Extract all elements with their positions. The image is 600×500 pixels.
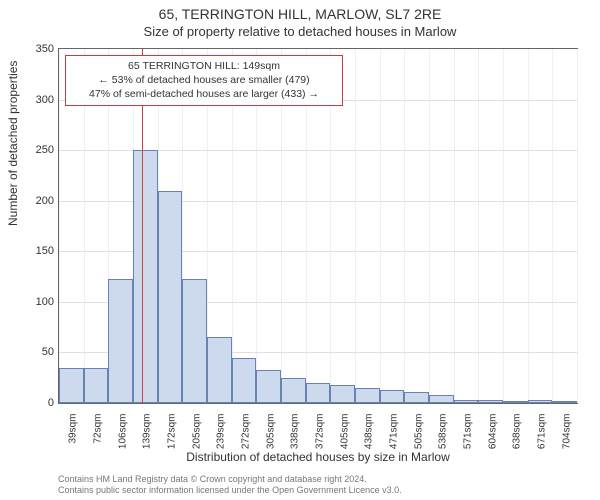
x-tick-label: 239sqm [216, 414, 227, 464]
annotation-line: ← 53% of detached houses are smaller (47… [72, 73, 336, 87]
x-tick-label: 604sqm [487, 414, 498, 464]
x-tick-label: 72sqm [93, 414, 104, 464]
bar [207, 337, 232, 403]
grid-v [577, 49, 578, 403]
bar [478, 400, 503, 403]
x-tick-label: 172sqm [167, 414, 178, 464]
y-tick-label: 100 [14, 296, 54, 308]
title-main: 65, TERRINGTON HILL, MARLOW, SL7 2RE [0, 6, 600, 22]
title-block: 65, TERRINGTON HILL, MARLOW, SL7 2RE Siz… [0, 0, 600, 39]
x-tick-label: 272sqm [241, 414, 252, 464]
bar [330, 385, 355, 403]
y-tick-label: 300 [14, 94, 54, 106]
bar [503, 401, 528, 403]
grid-v [59, 49, 60, 403]
x-tick-label: 638sqm [512, 414, 523, 464]
bar [281, 378, 306, 403]
bar [232, 358, 257, 404]
bar [133, 150, 158, 403]
bar [404, 392, 429, 403]
y-tick-label: 150 [14, 245, 54, 257]
x-tick-label: 372sqm [315, 414, 326, 464]
annotation-line: 47% of semi-detached houses are larger (… [72, 87, 336, 101]
x-tick-label: 438sqm [364, 414, 375, 464]
footnote-line1: Contains HM Land Registry data © Crown c… [58, 474, 402, 485]
y-tick-label: 200 [14, 195, 54, 207]
bar [528, 400, 553, 403]
bar [108, 279, 133, 403]
bar [552, 401, 577, 403]
annotation-line: 65 TERRINGTON HILL: 149sqm [72, 59, 336, 73]
x-tick-label: 338sqm [290, 414, 301, 464]
x-tick-label: 571sqm [463, 414, 474, 464]
grid-v [404, 49, 405, 403]
y-tick-label: 50 [14, 346, 54, 358]
title-sub: Size of property relative to detached ho… [0, 24, 600, 39]
bar [355, 388, 380, 403]
grid-v [552, 49, 553, 403]
grid-v [503, 49, 504, 403]
bar [182, 279, 207, 403]
x-tick-label: 106sqm [117, 414, 128, 464]
x-tick-label: 538sqm [438, 414, 449, 464]
plot-area: 65 TERRINGTON HILL: 149sqm← 53% of detac… [58, 48, 578, 404]
grid-v [478, 49, 479, 403]
x-tick-label: 505sqm [413, 414, 424, 464]
y-tick-label: 250 [14, 144, 54, 156]
x-tick-label: 704sqm [561, 414, 572, 464]
grid-v [380, 49, 381, 403]
x-tick-label: 39sqm [68, 414, 79, 464]
footnote: Contains HM Land Registry data © Crown c… [58, 474, 402, 497]
bar [158, 191, 183, 403]
footnote-line2: Contains public sector information licen… [58, 485, 402, 496]
grid-v [355, 49, 356, 403]
bar [256, 370, 281, 403]
grid-v [528, 49, 529, 403]
bar [380, 390, 405, 403]
y-tick-label: 0 [14, 397, 54, 409]
x-tick-label: 139sqm [142, 414, 153, 464]
chart-container: 65, TERRINGTON HILL, MARLOW, SL7 2RE Siz… [0, 0, 600, 500]
grid-v [429, 49, 430, 403]
grid-v [454, 49, 455, 403]
x-tick-label: 671sqm [537, 414, 548, 464]
bar [306, 383, 331, 403]
x-tick-label: 205sqm [191, 414, 202, 464]
x-tick-label: 471sqm [389, 414, 400, 464]
annotation-box: 65 TERRINGTON HILL: 149sqm← 53% of detac… [65, 55, 343, 106]
bar [429, 395, 454, 403]
bar [454, 400, 479, 403]
y-tick-label: 350 [14, 43, 54, 55]
bar [84, 368, 109, 403]
bar [59, 368, 84, 403]
x-tick-label: 405sqm [339, 414, 350, 464]
x-tick-label: 305sqm [265, 414, 276, 464]
